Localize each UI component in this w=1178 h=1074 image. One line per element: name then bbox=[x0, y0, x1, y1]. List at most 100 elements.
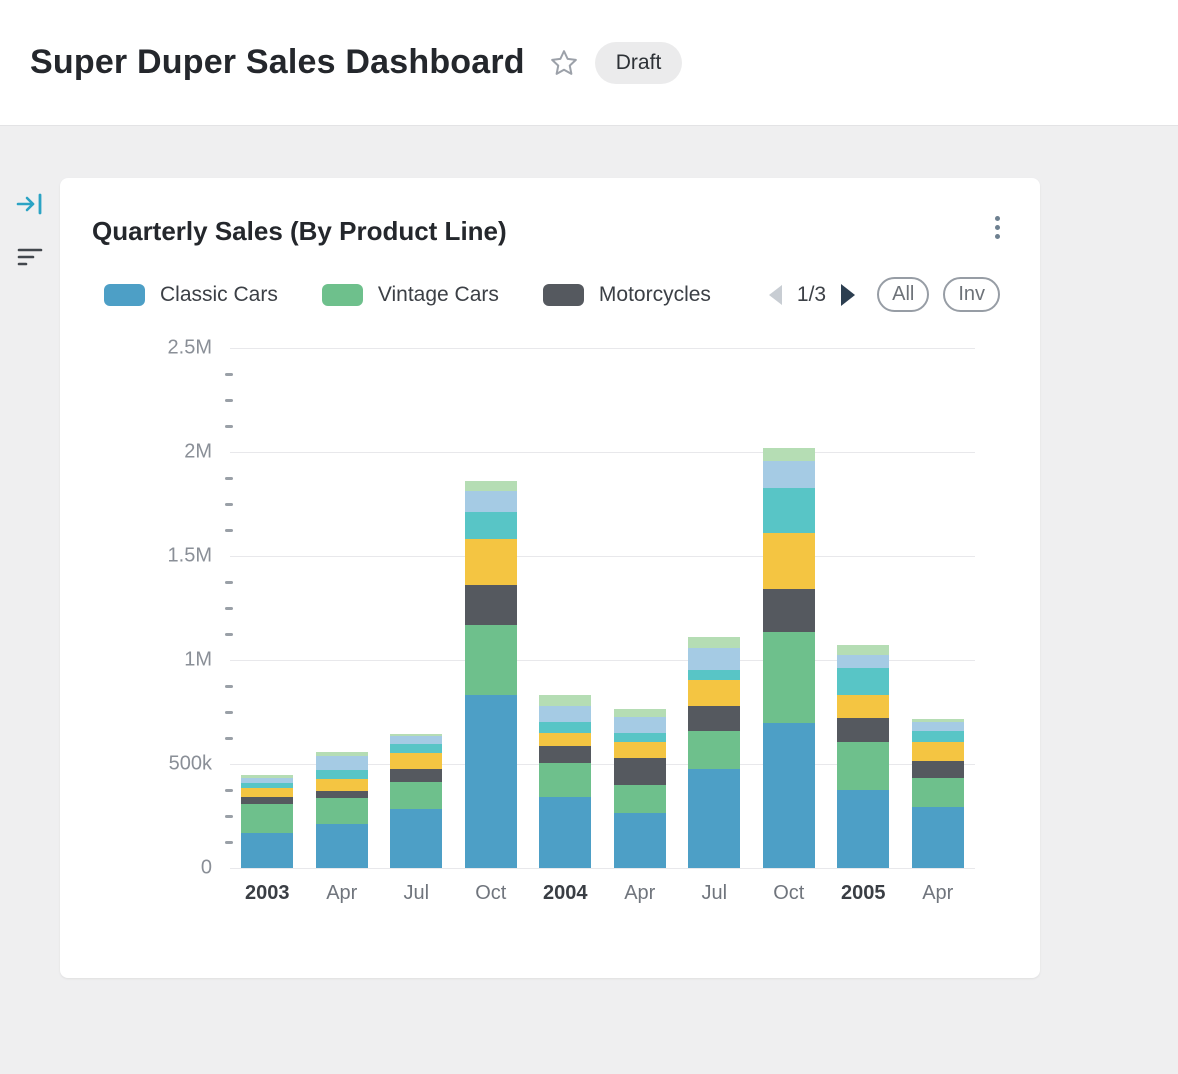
bar-segment[interactable] bbox=[911, 806, 964, 868]
stacked-bar[interactable] bbox=[464, 481, 517, 868]
bar-segment[interactable] bbox=[241, 787, 294, 798]
bar-segment[interactable] bbox=[464, 481, 517, 491]
bar-segment[interactable] bbox=[539, 722, 592, 733]
bar-segment[interactable] bbox=[315, 798, 368, 825]
bar-segment[interactable] bbox=[390, 781, 443, 809]
bar-segment[interactable] bbox=[315, 824, 368, 868]
bar-segment[interactable] bbox=[762, 533, 815, 590]
bar-segment[interactable] bbox=[241, 803, 294, 833]
bar-segment[interactable] bbox=[688, 670, 741, 680]
bar-segment[interactable] bbox=[613, 717, 666, 733]
bar-segment[interactable] bbox=[390, 769, 443, 782]
bar-segment[interactable] bbox=[762, 589, 815, 632]
bar-segment[interactable] bbox=[762, 631, 815, 724]
bar-segment[interactable] bbox=[539, 762, 592, 798]
stacked-bar[interactable] bbox=[911, 719, 964, 868]
bar-segment[interactable] bbox=[688, 730, 741, 770]
bar-segment[interactable] bbox=[315, 791, 368, 799]
bar-segment[interactable] bbox=[539, 797, 592, 868]
bar-segment[interactable] bbox=[241, 777, 294, 783]
bar-column bbox=[603, 348, 678, 868]
bar-segment[interactable] bbox=[464, 624, 517, 696]
gridline bbox=[230, 868, 975, 869]
y-axis-tick-label: 1.5M bbox=[167, 544, 212, 567]
bar-segment[interactable] bbox=[241, 782, 294, 788]
bar-segment[interactable] bbox=[390, 733, 443, 736]
bar-segment[interactable] bbox=[762, 447, 815, 462]
bar-segment[interactable] bbox=[911, 722, 964, 731]
y-axis-minor-tick bbox=[225, 477, 233, 480]
inv-button[interactable]: Inv bbox=[943, 277, 1001, 312]
bar-segment[interactable] bbox=[911, 760, 964, 778]
legend-prev-icon[interactable] bbox=[768, 284, 782, 305]
status-badge[interactable]: Draft bbox=[594, 41, 683, 84]
bar-segment[interactable] bbox=[688, 769, 741, 868]
bar-segment[interactable] bbox=[688, 647, 741, 671]
y-axis-minor-tick bbox=[225, 815, 233, 818]
bar-segment[interactable] bbox=[464, 585, 517, 625]
all-button[interactable]: All bbox=[877, 277, 930, 312]
bar-segment[interactable] bbox=[539, 732, 592, 747]
stacked-bar[interactable] bbox=[837, 645, 890, 868]
bar-segment[interactable] bbox=[390, 744, 443, 753]
stacked-bar[interactable] bbox=[539, 695, 592, 868]
bar-segment[interactable] bbox=[315, 778, 368, 792]
bar-segment[interactable] bbox=[241, 775, 294, 778]
bar-segment[interactable] bbox=[464, 539, 517, 586]
legend-next-icon[interactable] bbox=[841, 283, 856, 306]
stacked-bar[interactable] bbox=[390, 733, 443, 868]
bar-segment[interactable] bbox=[688, 679, 741, 706]
bar-segment[interactable] bbox=[762, 723, 815, 868]
bar-segment[interactable] bbox=[241, 797, 294, 804]
kebab-menu-icon[interactable] bbox=[985, 208, 1010, 247]
stacked-bar[interactable] bbox=[241, 775, 294, 868]
bar-segment[interactable] bbox=[539, 695, 592, 706]
legend-item[interactable]: Vintage Cars bbox=[321, 283, 499, 307]
bar-segment[interactable] bbox=[390, 735, 443, 745]
bar-segment[interactable] bbox=[613, 742, 666, 758]
bar-segment[interactable] bbox=[688, 637, 741, 648]
bar-segment[interactable] bbox=[315, 770, 368, 779]
filter-icon[interactable] bbox=[17, 246, 43, 268]
bar-segment[interactable] bbox=[390, 752, 443, 770]
bar-segment[interactable] bbox=[613, 812, 666, 868]
legend-item[interactable]: Classic Cars bbox=[104, 283, 278, 307]
bar-segment[interactable] bbox=[613, 784, 666, 813]
bar-segment[interactable] bbox=[464, 490, 517, 513]
stacked-bar[interactable] bbox=[762, 447, 815, 868]
bar-segment[interactable] bbox=[837, 742, 890, 790]
collapse-panel-icon[interactable] bbox=[16, 192, 44, 216]
legend-row: Classic Cars Vintage Cars Motorcycles 1/3 … bbox=[90, 277, 1010, 312]
stacked-bar[interactable] bbox=[315, 751, 368, 868]
bar-segment[interactable] bbox=[539, 705, 592, 723]
bar-segment[interactable] bbox=[762, 488, 815, 534]
bar-segment[interactable] bbox=[837, 790, 890, 868]
bar-segment[interactable] bbox=[837, 695, 890, 719]
bar-segment[interactable] bbox=[688, 705, 741, 731]
bar-segment[interactable] bbox=[613, 708, 666, 718]
bar-segment[interactable] bbox=[911, 719, 964, 723]
bar-segment[interactable] bbox=[539, 746, 592, 763]
side-toolbar bbox=[0, 178, 60, 978]
bar-segment[interactable] bbox=[613, 757, 666, 785]
bar-segment[interactable] bbox=[837, 718, 890, 743]
bar-segment[interactable] bbox=[837, 654, 890, 669]
bar-segment[interactable] bbox=[464, 512, 517, 540]
bar-segment[interactable] bbox=[241, 832, 294, 868]
stacked-bar[interactable] bbox=[613, 708, 666, 868]
bar-column bbox=[901, 348, 976, 868]
bar-segment[interactable] bbox=[613, 732, 666, 743]
bar-segment[interactable] bbox=[837, 668, 890, 696]
bar-segment[interactable] bbox=[911, 742, 964, 761]
bar-segment[interactable] bbox=[911, 730, 964, 743]
favorite-star-icon[interactable] bbox=[549, 48, 579, 78]
bar-segment[interactable] bbox=[315, 755, 368, 771]
bar-segment[interactable] bbox=[390, 808, 443, 868]
bar-segment[interactable] bbox=[911, 777, 964, 807]
bar-segment[interactable] bbox=[464, 695, 517, 868]
stacked-bar[interactable] bbox=[688, 637, 741, 868]
bar-segment[interactable] bbox=[315, 751, 368, 756]
bar-segment[interactable] bbox=[837, 645, 890, 655]
legend-item[interactable]: Motorcycles bbox=[542, 283, 711, 307]
bar-segment[interactable] bbox=[762, 461, 815, 489]
